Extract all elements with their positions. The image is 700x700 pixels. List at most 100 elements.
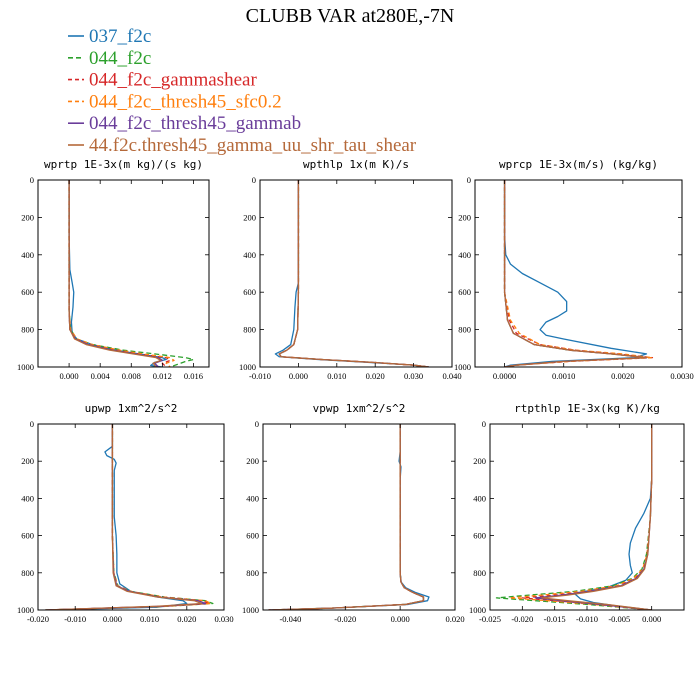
series-line [45, 424, 188, 610]
legend: 037_f2c044_f2c044_f2c_gammashear044_f2c_… [68, 26, 417, 156]
y-tick-label: 600 [21, 531, 34, 541]
subplot: rtpthlp 1E-3x(kg K)/kg02004006008001000-… [469, 402, 685, 624]
y-tick-label: 800 [21, 325, 34, 335]
plot-frame [37, 423, 225, 611]
subplot-title: vpwp 1xm^2/s^2 [313, 402, 406, 415]
plot-frame [37, 179, 210, 368]
x-tick-label: -0.015 [544, 614, 566, 624]
y-tick-label: 200 [21, 456, 34, 466]
legend-entry: 44.f2c.thresh45_gamma_uu_shr_tau_shear [68, 135, 417, 156]
subplot-title: rtpthlp 1E-3x(kg K)/kg [514, 402, 660, 415]
x-tick-label: 0.020 [445, 614, 464, 624]
x-tick-label: 0.030 [404, 371, 423, 381]
series-line [521, 424, 653, 610]
x-tick-label: 0.000 [642, 614, 661, 624]
subplot-title: wprtp 1E-3x(m kg)/(s kg) [44, 158, 203, 171]
x-tick-label: -0.010 [249, 371, 271, 381]
y-tick-label: 1000 [454, 362, 471, 372]
y-tick-label: 800 [458, 325, 471, 335]
subplot-title: upwp 1xm^2/s^2 [85, 402, 178, 415]
series-line [68, 180, 167, 367]
series-group [274, 180, 430, 367]
y-tick-label: 200 [21, 212, 34, 222]
subplot: vpwp 1xm^2/s^2 0 200 400 600 800 1000 -0.040 -0.… [242, 402, 465, 624]
y-tick-label: 0 [255, 419, 259, 429]
y-tick-label: 1000 [469, 605, 486, 615]
series-line [68, 180, 171, 367]
y-tick-label: 600 [243, 287, 256, 297]
series-line [278, 180, 430, 367]
x-tick-label: 0.010 [327, 371, 346, 381]
legend-label: 037_f2c [89, 26, 151, 47]
x-tick-label: 0.000 [60, 371, 79, 381]
series-line [503, 180, 654, 367]
x-tick-label: 0.0000 [493, 371, 516, 381]
series-line [503, 180, 648, 367]
x-tick-label: -0.040 [279, 614, 301, 624]
series-line [45, 424, 207, 610]
legend-entry: 037_f2c [68, 26, 151, 47]
y-tick-label: 400 [21, 250, 34, 260]
x-tick-label: 0.004 [91, 371, 111, 381]
y-tick-label: 200 [473, 456, 486, 466]
subplot-title: wpthlp 1x(m K)/s [303, 158, 409, 171]
series-line [278, 180, 430, 367]
x-tick-label: -0.020 [27, 614, 49, 624]
series-line [503, 180, 654, 367]
series-line [278, 180, 430, 367]
series-line [268, 424, 425, 610]
legend-entry: 044_f2c_thresh45_sfc0.2 [68, 91, 282, 112]
y-tick-label: 800 [21, 568, 34, 578]
x-tick-label: -0.010 [64, 614, 86, 624]
series-line [541, 424, 653, 610]
series-line [68, 180, 164, 367]
series-line [503, 180, 648, 367]
legend-entry: 044_f2c_gammashear [68, 70, 257, 91]
series-group [503, 180, 654, 367]
y-tick-label: 600 [246, 531, 259, 541]
subplot: wpthlp 1x(m K)/s 0 200 400 600 800 1000-0.010 0… [239, 158, 462, 381]
series-line [45, 424, 203, 610]
y-tick-label: 0 [467, 175, 471, 185]
legend-label: 44.f2c.thresh45_gamma_uu_shr_tau_shear [89, 135, 417, 156]
y-tick-label: 0 [30, 419, 34, 429]
y-tick-label: 600 [21, 287, 34, 297]
x-tick-label: 0.020 [366, 371, 385, 381]
y-tick-label: 400 [246, 493, 259, 503]
y-tick-label: 0 [482, 419, 486, 429]
series-group [45, 424, 214, 610]
series-line [503, 180, 648, 367]
series-line [573, 424, 653, 610]
series-line [68, 180, 175, 367]
legend-label: 044_f2c [89, 48, 151, 69]
x-tick-label: 0.016 [184, 371, 203, 381]
legend-entry: 044_f2c [68, 48, 151, 69]
plot-frame [259, 179, 453, 368]
series-group [495, 424, 653, 610]
x-tick-label: -0.005 [608, 614, 630, 624]
x-tick-label: 0.000 [103, 614, 122, 624]
y-tick-label: 600 [458, 287, 471, 297]
series-line [45, 424, 212, 610]
series-line [45, 424, 210, 610]
y-tick-label: 0 [30, 175, 34, 185]
subplot: wprtp 1E-3x(m kg)/(s kg) 0 200 400 600 800 100… [17, 158, 210, 381]
figure-title: CLUBB VAR at280E,-7N [246, 5, 455, 27]
y-tick-label: 800 [246, 568, 259, 578]
subplot: upwp 1xm^2/s^2 0 200 400 600 800 1000-0.020 -0.… [17, 402, 234, 624]
plot-frame [474, 179, 683, 368]
series-group [268, 424, 430, 610]
series-line [534, 424, 653, 610]
x-tick-label: -0.010 [576, 614, 598, 624]
y-tick-label: 400 [21, 493, 34, 503]
x-tick-label: 0.008 [122, 371, 141, 381]
x-tick-label: -0.025 [479, 614, 501, 624]
x-tick-label: -0.020 [511, 614, 533, 624]
x-tick-label: 0.010 [140, 614, 159, 624]
plot-frame [262, 423, 456, 611]
series-line [68, 180, 162, 367]
x-tick-label: 0.020 [177, 614, 196, 624]
plot-frame [489, 423, 685, 611]
series-line [268, 424, 430, 610]
series-group [68, 180, 195, 367]
